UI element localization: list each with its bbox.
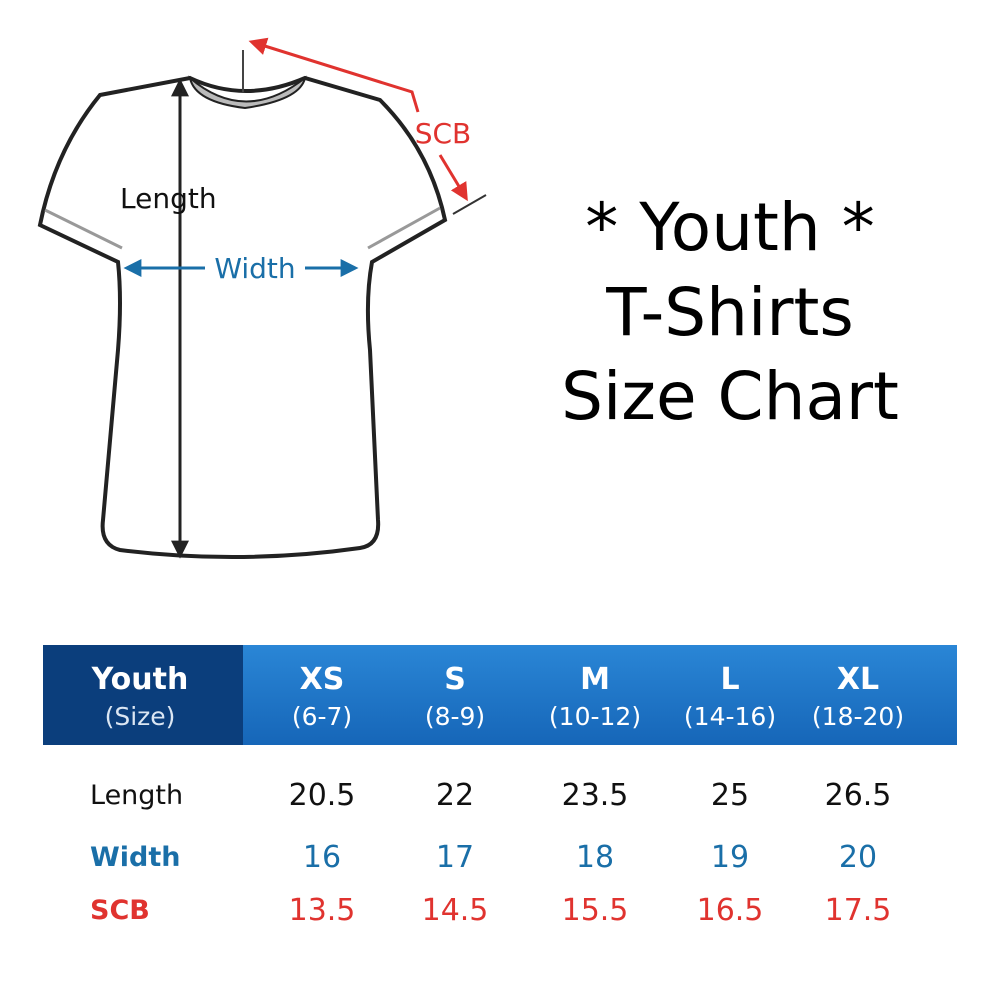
scb-arrow-down — [438, 154, 468, 202]
header-range: (18-20) — [811, 702, 905, 731]
shirt-outline — [37, 75, 448, 559]
cell-value: 19 — [710, 840, 750, 875]
header-size: L — [720, 662, 740, 697]
row-label: Length — [90, 780, 184, 811]
cell-value: 13.5 — [288, 893, 356, 928]
header-range: (10-12) — [548, 702, 642, 731]
header-range: (14-16) — [683, 702, 777, 731]
cell-value: 18 — [575, 840, 615, 875]
cell-value: 23.5 — [561, 778, 629, 813]
title-line: * Youth * — [585, 189, 875, 266]
cell-value: 20.5 — [288, 778, 356, 813]
title-line: Size Chart — [561, 358, 899, 435]
header-range: (8-9) — [424, 702, 486, 731]
cell-value: 15.5 — [561, 893, 629, 928]
row-label: SCB — [90, 895, 150, 926]
cell-value: 16.5 — [696, 893, 764, 928]
header-size: Youth — [91, 662, 189, 697]
header-size: XL — [836, 662, 880, 697]
header-size: S — [444, 662, 466, 697]
header-first-cell — [43, 645, 243, 745]
shirt-diagram: Length Width SCB — [37, 37, 487, 559]
scb-arrow — [248, 37, 420, 113]
width-label: Width — [214, 252, 295, 285]
cell-value: 17.5 — [824, 893, 892, 928]
cell-value: 20 — [838, 840, 878, 875]
header-range: (6-7) — [291, 702, 353, 731]
row-label: Width — [90, 842, 181, 873]
cell-value: 22 — [435, 778, 475, 813]
scb-label: SCB — [415, 117, 472, 150]
scb-tick — [452, 194, 487, 215]
cell-value: 26.5 — [824, 778, 892, 813]
length-label: Length — [120, 182, 217, 215]
collar — [188, 75, 307, 110]
cell-value: 17 — [435, 840, 475, 875]
cell-value: 16 — [302, 840, 342, 875]
cell-value: 14.5 — [421, 893, 489, 928]
header-size: M — [580, 662, 610, 697]
title-line: T-Shirts — [606, 274, 854, 351]
cell-value: 25 — [710, 778, 750, 813]
sleeve-hem — [44, 206, 441, 250]
header-size: XS — [299, 662, 345, 697]
header-range: (Size) — [104, 702, 176, 731]
